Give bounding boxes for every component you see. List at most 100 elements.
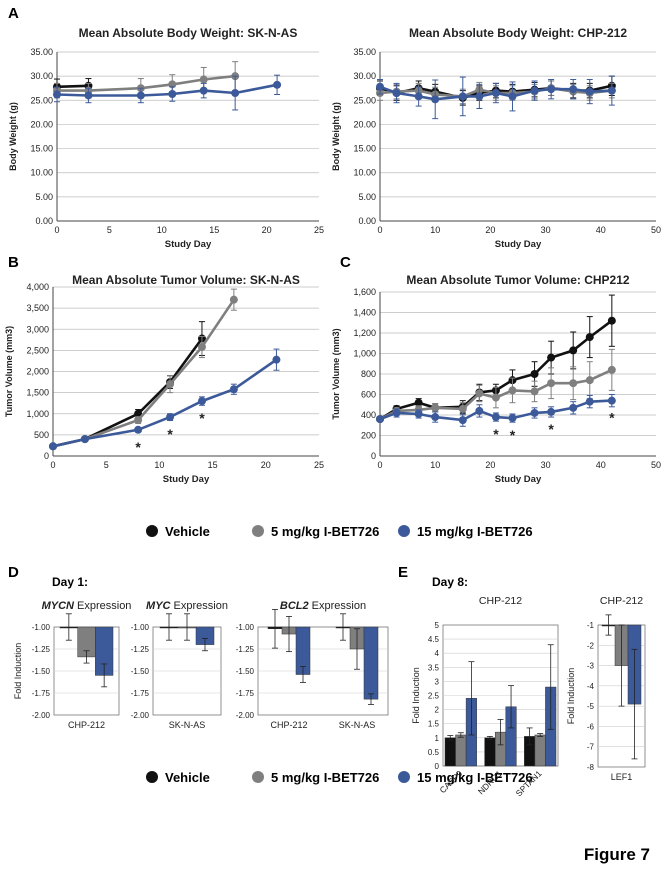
category-label: LEF1 (611, 772, 633, 782)
y-tick-label: 600 (361, 390, 376, 400)
data-point-high (431, 95, 440, 104)
title-suffix: Expression (170, 600, 227, 612)
data-point-high (569, 85, 578, 94)
y-tick-label: -2.00 (236, 711, 255, 720)
y-tick-label: 1,500 (26, 388, 49, 398)
legend-label-low: 5 mg/kg I-BET726 (271, 770, 379, 785)
x-tick-label: 20 (485, 460, 495, 470)
y-axis-label: Body Weight (g) (331, 102, 341, 171)
category-label: SK-N-AS (169, 720, 206, 730)
y-tick-label: 1,400 (353, 308, 376, 318)
panel-label-c: C (340, 254, 351, 271)
y-tick-label: -4 (587, 682, 595, 691)
legend-item-high: 15 mg/kg I-BET726 (398, 524, 533, 539)
y-tick-label: 4.5 (428, 635, 440, 644)
legend-item-low: 5 mg/kg I-BET726 (252, 524, 379, 539)
chart-tv-chp212: 0 200 400 600 800 1,000 1,200 1,400 1,600 0 10 20 30… (331, 273, 661, 485)
x-tick-label: 0 (377, 225, 382, 235)
y-tick-label: 2.5 (428, 692, 440, 701)
day1-label: Day 1: (52, 575, 88, 589)
x-tick-label: 10 (430, 225, 440, 235)
y-tick-label: -1.25 (131, 645, 150, 654)
chart-bw-chp212: 0.00 5.00 10.00 15.00 20.00 25.00 30.00 35.00 0 1… (331, 26, 661, 250)
data-point-high (414, 92, 423, 101)
data-point-high (458, 416, 467, 425)
data-point-high (273, 80, 282, 89)
y-tick-label: 5.00 (35, 192, 53, 202)
significance-star: * (548, 421, 554, 437)
data-point-vehicle (134, 409, 143, 418)
bar-low (455, 734, 467, 767)
legend-item-high: 15 mg/kg I-BET726 (398, 770, 533, 785)
y-tick-label: -5 (587, 702, 595, 711)
x-tick-label: 40 (596, 225, 606, 235)
bar-low (534, 734, 546, 767)
y-tick-label: 400 (361, 410, 376, 420)
series-line-low (52, 298, 235, 448)
series-high (49, 348, 281, 451)
x-axis-label: Study Day (163, 474, 210, 485)
x-tick-label: 5 (107, 225, 112, 235)
data-point-low (491, 393, 500, 402)
data-point-vehicle (547, 353, 556, 362)
data-point-low (166, 380, 175, 389)
y-axis-label: Body Weight (g) (8, 102, 18, 171)
y-tick-label: 1,000 (353, 349, 376, 359)
data-point-high (508, 92, 517, 101)
data-point-high (84, 91, 93, 100)
y-tick-label: -1.25 (236, 645, 255, 654)
y-tick-label: 1,200 (353, 328, 376, 338)
data-point-high (80, 435, 89, 444)
series-high (53, 74, 282, 111)
data-point-low (508, 386, 517, 395)
data-point-low (431, 403, 440, 412)
data-point-high (136, 91, 145, 100)
legend-label-vehicle: Vehicle (165, 524, 210, 539)
y-tick-label: 1.5 (428, 720, 440, 729)
data-point-high (134, 425, 143, 434)
data-point-high (414, 409, 423, 418)
y-tick-label: -1.75 (236, 689, 255, 698)
bar-vehicle (484, 737, 496, 767)
category-label: CHP-212 (270, 720, 307, 730)
x-axis-label: Study Day (495, 474, 542, 485)
y-tick-label: 5.00 (358, 192, 376, 202)
data-point-high (272, 355, 281, 364)
x-tick-label: 0 (377, 460, 382, 470)
x-tick-label: 20 (261, 460, 271, 470)
chart-title: Mean Absolute Body Weight: CHP-212 (409, 26, 627, 40)
y-tick-label: -6 (587, 722, 595, 731)
data-point-high (508, 414, 517, 423)
x-tick-label: 10 (430, 460, 440, 470)
significance-star: * (609, 410, 615, 426)
bar-high (363, 626, 379, 700)
legend-item-vehicle: Vehicle (146, 770, 210, 785)
data-point-low (585, 376, 594, 385)
y-tick-label: 3 (435, 677, 440, 686)
data-point-vehicle (569, 346, 578, 355)
y-tick-label: -1.00 (131, 623, 150, 632)
significance-star: * (135, 439, 141, 455)
x-axis-label: Study Day (165, 239, 212, 250)
chart-d-mycn: -1.00 -1.25 -1.50 -1.75 -2.00 MYCN Expression… (13, 600, 131, 730)
y-tick-label: 10.00 (30, 168, 53, 178)
y-tick-label: 2,500 (26, 345, 49, 355)
data-point-high (491, 89, 500, 98)
legend-top: Vehicle 5 mg/kg I-BET726 15 mg/kg I-BET7… (146, 524, 533, 539)
y-tick-label: 0.00 (358, 216, 376, 226)
chart-d-bcl2: -1.00 -1.25 -1.50 -1.75 -2.00 BCL2 Expression… (236, 600, 389, 730)
y-tick-label: -2.00 (32, 711, 51, 720)
y-tick-label: -2 (587, 641, 595, 650)
data-point-high (166, 413, 175, 422)
significance-star: * (510, 427, 516, 443)
x-tick-label: 0 (50, 460, 55, 470)
legend-marker-vehicle (146, 771, 158, 783)
data-point-vehicle (414, 398, 423, 407)
series-line-high (52, 358, 278, 448)
title-suffix: Expression (309, 600, 366, 612)
data-point-high (231, 89, 240, 98)
legend-bottom: Vehicle 5 mg/kg I-BET726 15 mg/kg I-BET7… (146, 770, 533, 785)
y-tick-label: 1,000 (26, 409, 49, 419)
chart-title: Mean Absolute Body Weight: SK-N-AS (79, 26, 298, 40)
chart-tv-sknas: 0 500 1,000 1,500 2,000 2,500 3,000 3,500 4,000 0… (4, 273, 324, 485)
